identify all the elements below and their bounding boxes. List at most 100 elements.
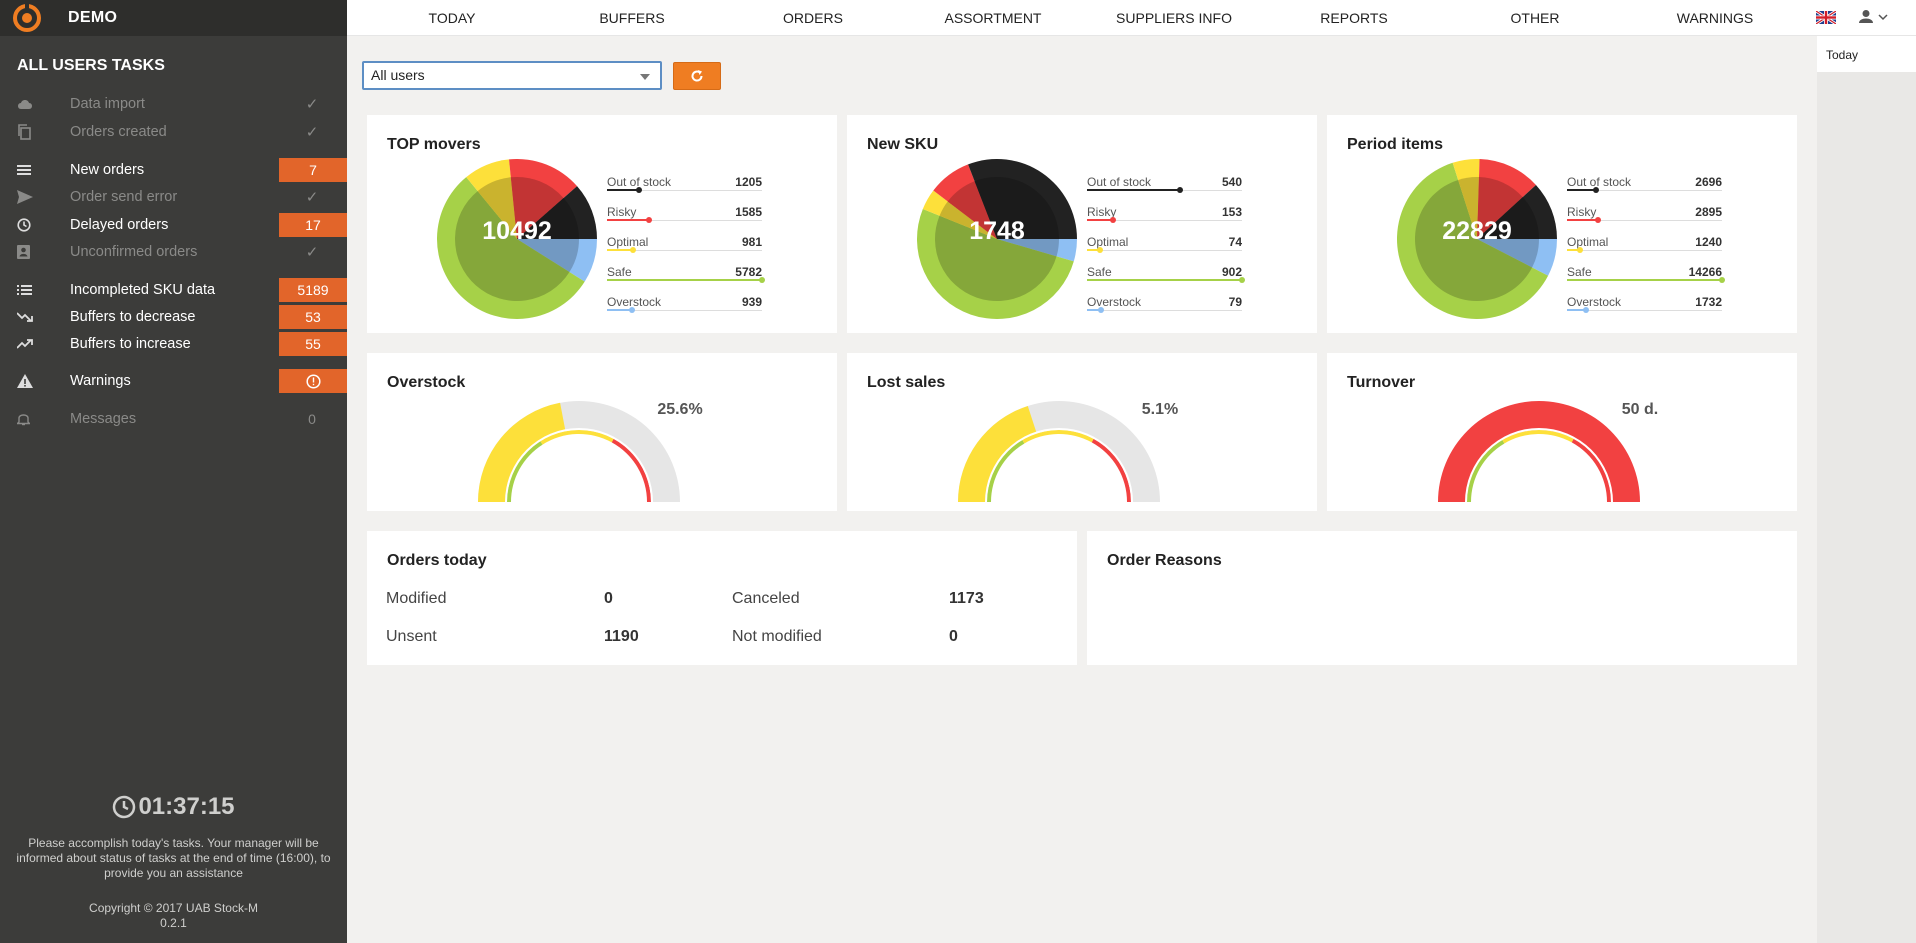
count-badge: 17 bbox=[279, 213, 347, 237]
legend-label: Out of stock bbox=[607, 175, 672, 189]
task-buffers-decrease[interactable]: Buffers to decrease 53 bbox=[0, 304, 347, 330]
task-unconfirmed-orders[interactable]: Unconfirmed orders ✓ bbox=[0, 239, 347, 265]
task-new-orders[interactable]: New orders 7 bbox=[0, 157, 347, 183]
chevron-down-icon bbox=[640, 74, 650, 80]
canceled-value: 1173 bbox=[949, 590, 984, 607]
version: 0.2.1 bbox=[160, 916, 187, 930]
donut-inner-optimal bbox=[939, 201, 997, 239]
donut-total: 22829 bbox=[1442, 217, 1512, 245]
check-icon: ✓ bbox=[305, 244, 319, 261]
legend-row-optimal: Optimal 1240 bbox=[1567, 235, 1722, 265]
task-label: Data import bbox=[70, 96, 145, 112]
contact-icon bbox=[17, 242, 47, 262]
nav-reports[interactable]: REPORTS bbox=[1320, 10, 1388, 26]
gauge-chart bbox=[1438, 401, 1640, 502]
legend-value: 2895 bbox=[1695, 205, 1722, 219]
copyright: Copyright © 2017 UAB Stock-M 0.2.1 bbox=[0, 901, 347, 931]
legend-row-safe: Safe 5782 bbox=[607, 265, 765, 295]
legend-value: 5782 bbox=[735, 265, 762, 279]
user-select[interactable]: All users bbox=[362, 61, 662, 90]
logo-icon[interactable] bbox=[12, 3, 42, 33]
task-label: Orders created bbox=[70, 124, 167, 140]
task-messages[interactable]: Messages 0 bbox=[0, 406, 347, 432]
gauge-inner-red bbox=[1091, 438, 1131, 502]
app-name: DEMO bbox=[68, 9, 118, 26]
today-panel: Today bbox=[1817, 36, 1916, 943]
task-buffers-increase[interactable]: Buffers to increase 55 bbox=[0, 331, 347, 357]
nav-orders[interactable]: ORDERS bbox=[783, 10, 843, 26]
canceled-label: Canceled bbox=[732, 590, 800, 607]
legend-value: 14266 bbox=[1688, 265, 1722, 279]
legend-label: Safe bbox=[1087, 265, 1112, 279]
trend-up-icon bbox=[17, 334, 47, 354]
nav-warnings[interactable]: WARNINGS bbox=[1676, 10, 1754, 26]
legend-value: 981 bbox=[741, 235, 762, 249]
legend-dot bbox=[1577, 247, 1584, 253]
nav-other[interactable]: OTHER bbox=[1510, 10, 1560, 26]
sidebar: DEMO ALL USERS TASKS Data import ✓ Order… bbox=[0, 0, 347, 943]
legend-track bbox=[1567, 250, 1722, 251]
bell-icon bbox=[17, 409, 47, 429]
gauge-value: 25.6% bbox=[657, 401, 703, 418]
donut-legend: Out of stock 2696 Risky 2895 Optimal 1240 Safe… bbox=[1567, 175, 1725, 325]
gauge-outer-yellow bbox=[958, 405, 1037, 502]
task-delayed-orders[interactable]: Delayed orders 17 bbox=[0, 212, 347, 238]
donut-inner-out-of-stock bbox=[517, 198, 579, 239]
not-modified-label: Not modified bbox=[732, 628, 822, 645]
card-overstock: Overstock 25.6% bbox=[367, 353, 837, 511]
task-orders-created[interactable]: Orders created ✓ bbox=[0, 119, 347, 145]
legend-row-overstock: Overstock 939 bbox=[607, 295, 762, 325]
legend-bar bbox=[1087, 219, 1114, 221]
legend-value: 540 bbox=[1221, 175, 1242, 189]
legend-bar bbox=[607, 189, 640, 191]
tasks-title: ALL USERS TASKS bbox=[17, 57, 165, 74]
legend-track bbox=[1567, 190, 1722, 191]
legend-dot bbox=[1582, 307, 1589, 313]
check-icon: ✓ bbox=[305, 96, 319, 113]
legend-bar bbox=[607, 279, 762, 281]
user-menu-icon[interactable] bbox=[1859, 9, 1891, 25]
today-tab[interactable]: Today bbox=[1817, 36, 1916, 72]
task-label: Buffers to increase bbox=[70, 336, 191, 352]
donut-legend: Out of stock 1205 Risky 1585 Optimal 981 Safe 5… bbox=[607, 175, 765, 325]
legend-bar bbox=[1087, 279, 1242, 281]
task-data-import[interactable]: Data import ✓ bbox=[0, 91, 347, 117]
donut-inner-risky bbox=[1477, 177, 1523, 239]
nav-buffers[interactable]: BUFFERS bbox=[599, 10, 665, 26]
task-warnings[interactable]: Warnings bbox=[0, 368, 347, 394]
donut-legend: Out of stock 540 Risky 153 Optimal 74 Safe 902 O… bbox=[1087, 175, 1245, 325]
gauge-chart bbox=[478, 401, 680, 502]
legend-track bbox=[1087, 310, 1242, 311]
legend-label: Overstock bbox=[1567, 295, 1622, 309]
task-order-send-error[interactable]: Order send error ✓ bbox=[0, 184, 347, 210]
refresh-button[interactable] bbox=[673, 62, 721, 90]
gauge-outer-yellow bbox=[478, 402, 566, 502]
bullet-list-icon bbox=[17, 280, 47, 300]
uk-flag-icon[interactable] bbox=[1816, 11, 1836, 24]
donut-inner-optimal bbox=[1458, 177, 1479, 239]
legend-dot bbox=[1097, 307, 1104, 313]
nav-suppliers-info[interactable]: SUPPLIERS INFO bbox=[1116, 10, 1232, 26]
legend-value: 902 bbox=[1221, 265, 1242, 279]
legend-bar bbox=[1567, 189, 1597, 191]
gauge-value: 50 d. bbox=[1621, 401, 1659, 418]
send-icon bbox=[17, 187, 47, 207]
nav-assortment[interactable]: ASSORTMENT bbox=[944, 10, 1042, 26]
legend-label: Overstock bbox=[1087, 295, 1142, 309]
task-incompleted-sku[interactable]: Incompleted SKU data 5189 bbox=[0, 277, 347, 303]
legend-label: Out of stock bbox=[1567, 175, 1632, 189]
donut-total: 10492 bbox=[482, 217, 552, 245]
legend-row-safe: Safe 14266 bbox=[1567, 265, 1725, 295]
task-label: Buffers to decrease bbox=[70, 309, 196, 325]
legend-bar bbox=[1087, 249, 1100, 251]
nav-today[interactable]: TODAY bbox=[428, 10, 476, 26]
legend-label: Safe bbox=[607, 265, 632, 279]
legend-track bbox=[1087, 250, 1242, 251]
gauge-inner-yellow bbox=[540, 430, 614, 445]
legend-dot bbox=[636, 187, 643, 193]
legend-label: Optimal bbox=[607, 235, 649, 249]
card-period-items: Period items 22829 Out of stock 2696 Risky… bbox=[1327, 115, 1797, 333]
donut-inner-safe bbox=[454, 191, 570, 301]
legend-row-overstock: Overstock 79 bbox=[1087, 295, 1242, 325]
donut-inner-safe bbox=[1415, 179, 1533, 301]
